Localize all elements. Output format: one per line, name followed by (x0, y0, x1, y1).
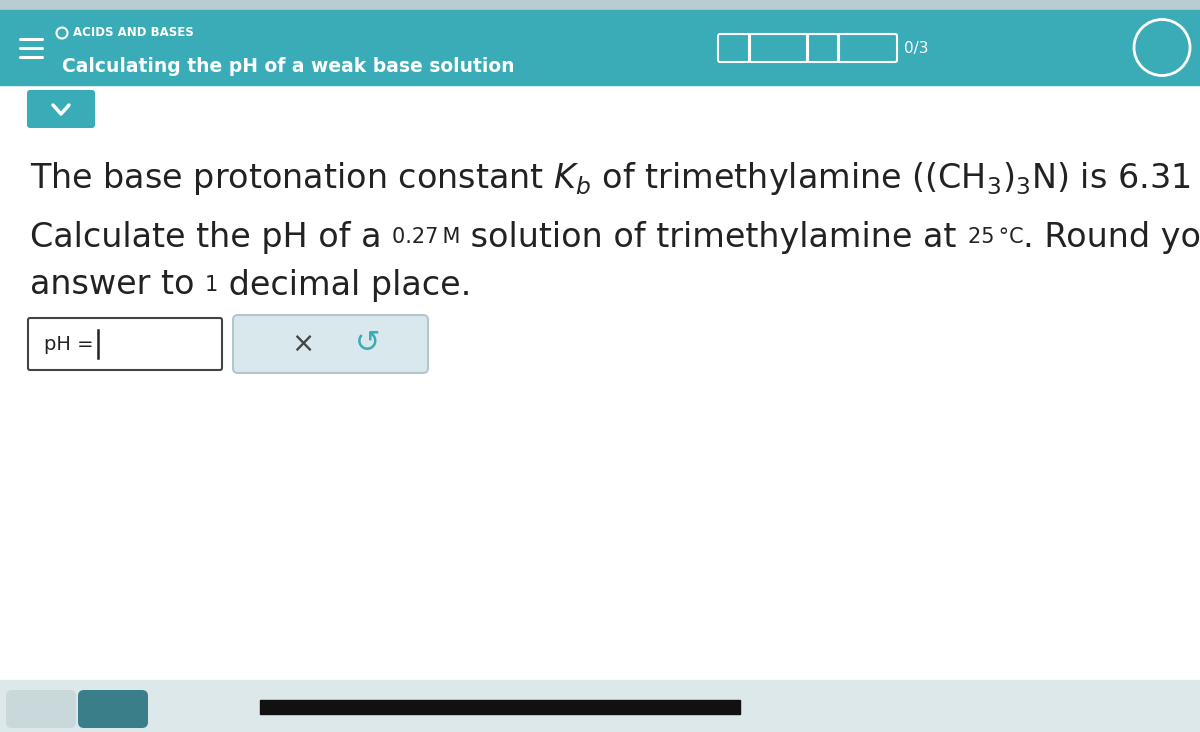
Text: 0.27 M: 0.27 M (392, 227, 461, 247)
FancyBboxPatch shape (6, 690, 76, 728)
Text: ACIDS AND BASES: ACIDS AND BASES (73, 26, 193, 40)
Text: 25 °C: 25 °C (967, 227, 1024, 247)
Text: ↺: ↺ (355, 329, 380, 359)
Text: . Round your: . Round your (1024, 220, 1200, 253)
Bar (0, 0, 1200, 10)
FancyBboxPatch shape (28, 90, 95, 128)
Bar (0, 680, 1200, 732)
Text: The base protonation constant $\mathit{K_b}$ of trimethylamine $\mathregular{((C: The base protonation constant $\mathit{K… (30, 156, 1200, 198)
Text: pH =: pH = (44, 335, 100, 354)
Bar (260, 700, 740, 714)
Text: decimal place.: decimal place. (218, 269, 472, 302)
Text: Calculate the pH of a: Calculate the pH of a (30, 220, 392, 253)
Bar (0, 10, 1200, 85)
FancyBboxPatch shape (28, 318, 222, 370)
Text: 0/3: 0/3 (904, 41, 929, 56)
Text: ×: × (292, 330, 314, 358)
FancyBboxPatch shape (78, 690, 148, 728)
Text: solution of trimethylamine at: solution of trimethylamine at (461, 220, 967, 253)
Text: Calculating the pH of a weak base solution: Calculating the pH of a weak base soluti… (62, 56, 515, 75)
Text: 1: 1 (205, 275, 218, 295)
Text: answer to: answer to (30, 269, 205, 302)
FancyBboxPatch shape (233, 315, 428, 373)
